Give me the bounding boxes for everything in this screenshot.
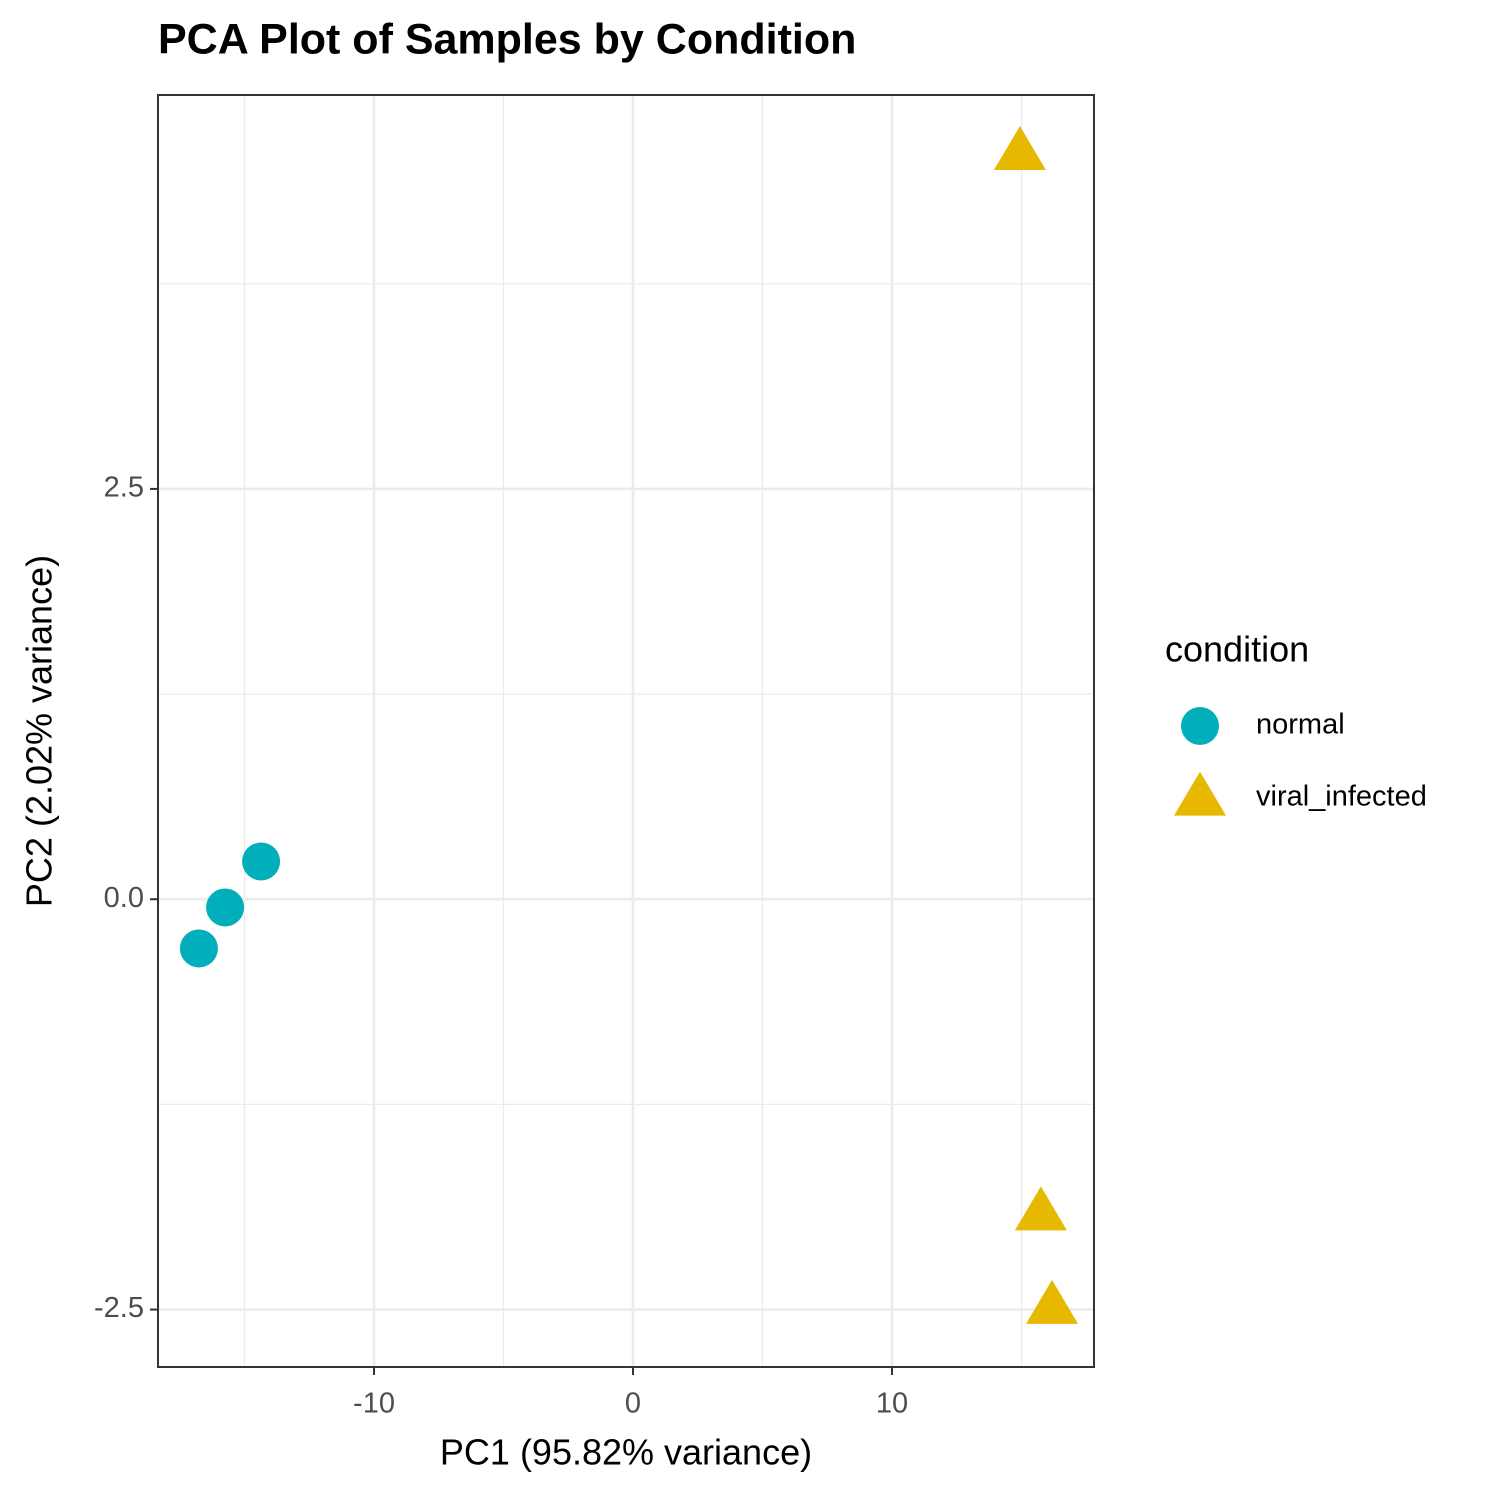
legend-label: viral_infected bbox=[1256, 781, 1427, 813]
legend-symbol bbox=[1181, 707, 1219, 745]
legend-symbol bbox=[1174, 771, 1226, 816]
y-tick-label: 2.5 bbox=[104, 472, 144, 504]
legend-label: normal bbox=[1256, 709, 1345, 741]
chart-title: PCA Plot of Samples by Condition bbox=[158, 15, 856, 63]
y-axis-title: PC2 (2.02% variance) bbox=[19, 555, 60, 907]
point bbox=[1014, 1186, 1067, 1231]
x-tick-label: 10 bbox=[876, 1388, 908, 1420]
point bbox=[1026, 1279, 1079, 1324]
legend-title: condition bbox=[1165, 629, 1309, 670]
x-axis-title: PC1 (95.82% variance) bbox=[440, 1432, 812, 1473]
y-tick-label: 0.0 bbox=[104, 882, 144, 914]
x-tick-label: 0 bbox=[625, 1388, 641, 1420]
point bbox=[179, 929, 218, 968]
y-tick-label: -2.5 bbox=[94, 1292, 144, 1324]
x-tick-label: -10 bbox=[353, 1388, 395, 1420]
point bbox=[242, 842, 281, 881]
point bbox=[993, 126, 1046, 171]
plot-border bbox=[157, 94, 1095, 1368]
point bbox=[206, 888, 245, 927]
